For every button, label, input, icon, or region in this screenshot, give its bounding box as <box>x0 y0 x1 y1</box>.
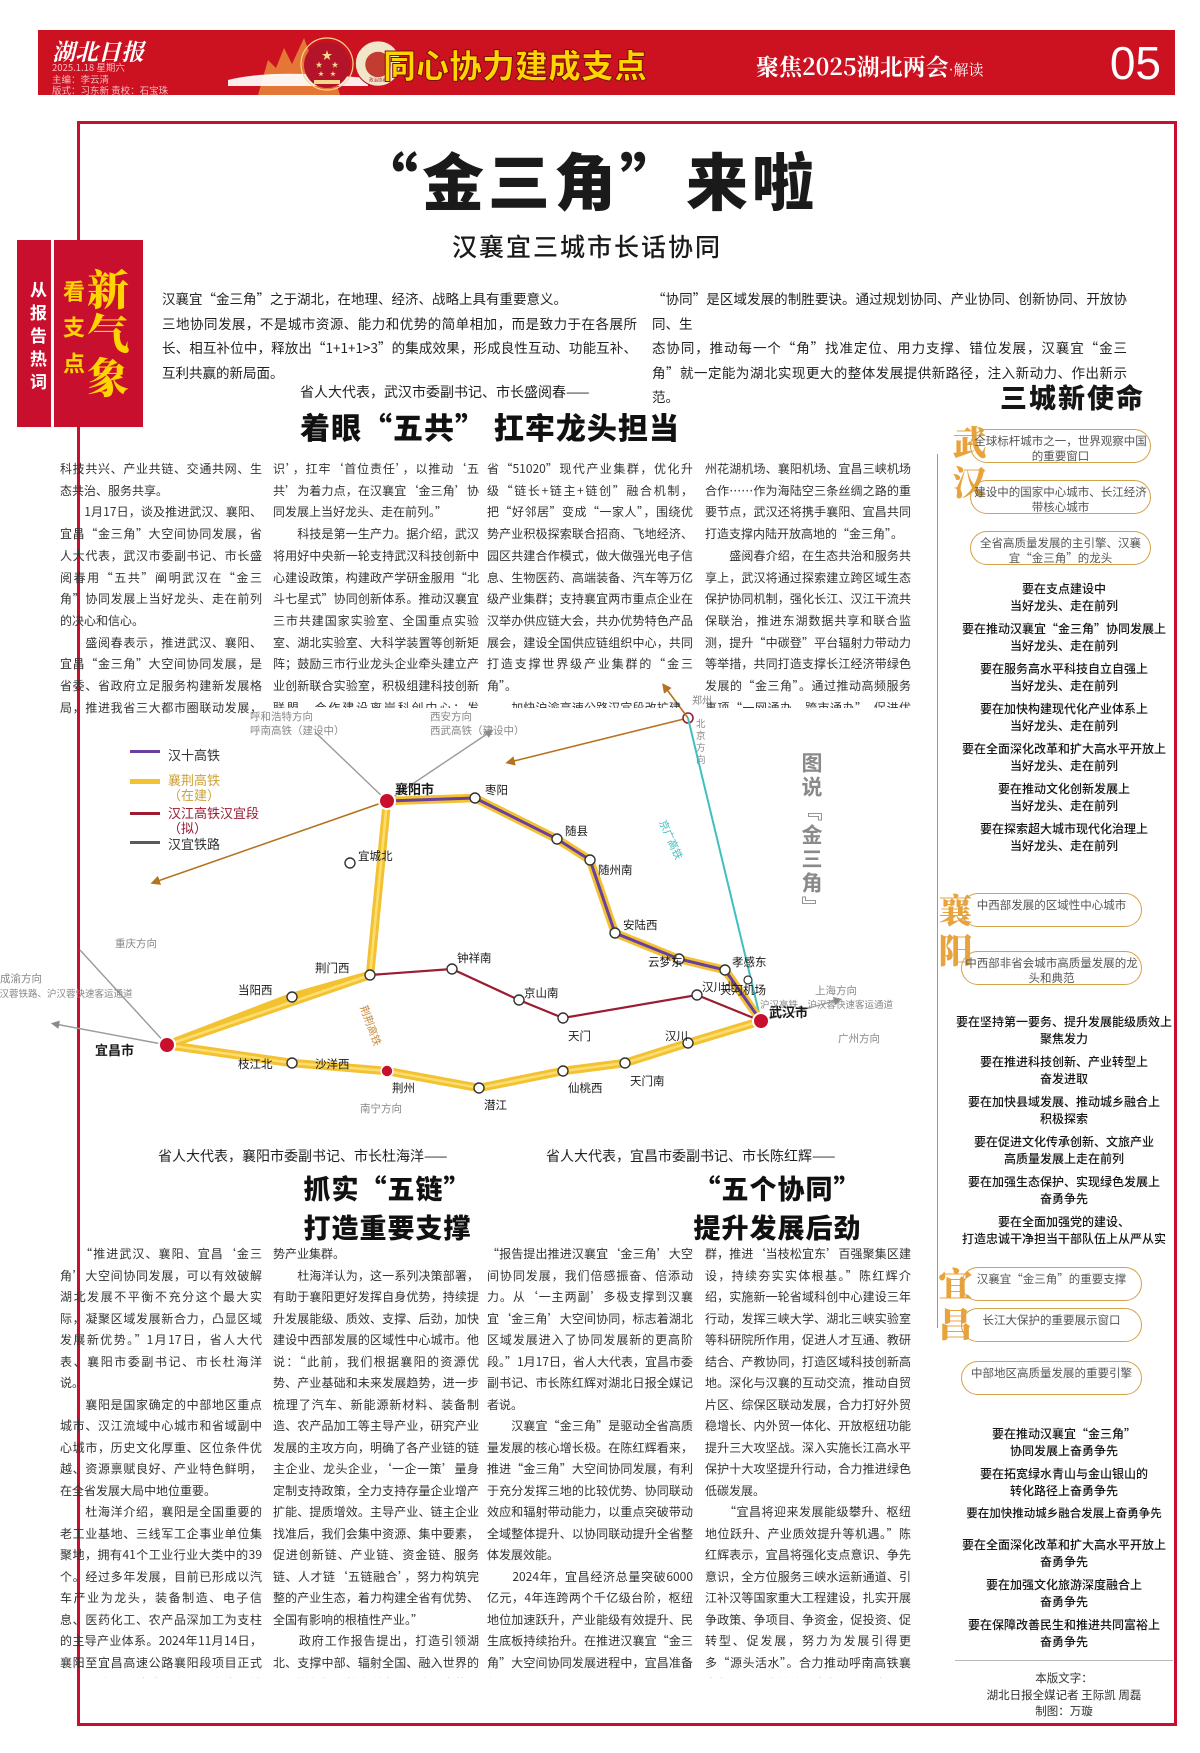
svg-text:枣阳: 枣阳 <box>485 782 508 798</box>
svg-text:南宁方向: 南宁方向 <box>360 1101 402 1116</box>
svg-text:广州方向: 广州方向 <box>838 1031 880 1046</box>
svg-text:成渝方向: 成渝方向 <box>0 971 42 986</box>
svg-text:仙桃西: 仙桃西 <box>568 1080 603 1096</box>
svg-text:荆荆高铁: 荆荆高铁 <box>356 1003 385 1048</box>
svg-text:西武高铁（建设中）: 西武高铁（建设中） <box>430 723 525 738</box>
svg-text:潜江: 潜江 <box>484 1097 507 1113</box>
svg-text:云梦东: 云梦东 <box>648 954 683 970</box>
svg-text:汉川: 汉川 <box>665 1028 688 1044</box>
svg-text:荆门西: 荆门西 <box>315 960 350 976</box>
svg-text:天门南: 天门南 <box>630 1073 665 1089</box>
svg-text:当阳西: 当阳西 <box>238 982 273 998</box>
svg-text:天门: 天门 <box>568 1028 591 1044</box>
svg-text:宜昌市: 宜昌市 <box>95 1040 134 1059</box>
svg-text:沙洋西: 沙洋西 <box>315 1056 350 1072</box>
svg-text:宜城北: 宜城北 <box>358 848 393 864</box>
svg-text:重庆方向: 重庆方向 <box>115 936 157 951</box>
svg-text:随县: 随县 <box>565 823 588 839</box>
svg-text:武汉市: 武汉市 <box>769 1002 808 1021</box>
svg-text:上海方向: 上海方向 <box>815 983 857 998</box>
svg-text:枝江北: 枝江北 <box>238 1056 273 1072</box>
svg-text:随州南: 随州南 <box>598 862 633 878</box>
svg-text:★: ★ <box>330 69 336 78</box>
svg-text:西安方向: 西安方向 <box>430 709 472 724</box>
svg-text:向: 向 <box>696 752 706 766</box>
svg-text:京山南: 京山南 <box>524 985 559 1001</box>
svg-text:呼南高铁（建设中）: 呼南高铁（建设中） <box>250 723 345 738</box>
svg-text:沪汉蓉铁路、沪汉蓉快速客运通道: 沪汉蓉铁路、沪汉蓉快速客运通道 <box>0 986 133 1000</box>
svg-text:★: ★ <box>318 69 324 78</box>
svg-text:钟祥南: 钟祥南 <box>457 950 492 966</box>
svg-text:孝感东: 孝感东 <box>732 954 767 970</box>
svg-text:汉川北: 汉川北 <box>702 979 737 995</box>
svg-text:安陆西: 安陆西 <box>623 917 658 933</box>
svg-text:襄阳市: 襄阳市 <box>395 779 434 798</box>
svg-text:京广高铁: 京广高铁 <box>655 818 686 863</box>
svg-text:荆州: 荆州 <box>392 1080 415 1096</box>
